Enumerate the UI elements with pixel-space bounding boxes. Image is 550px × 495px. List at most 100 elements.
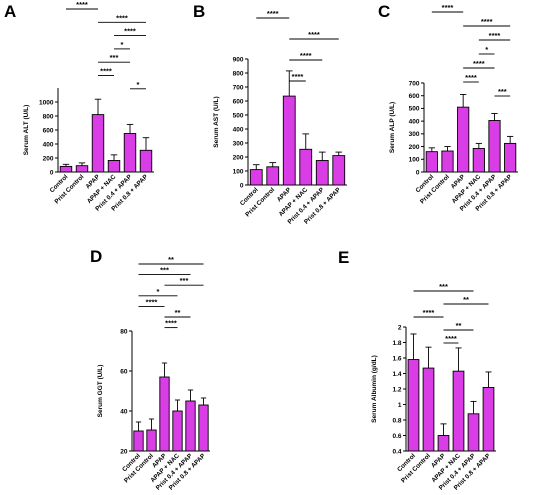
y-tick-label: 2 <box>398 324 402 331</box>
y-axis-title: Serum AST (U/L) <box>213 96 220 147</box>
y-tick-label: 700 <box>409 80 420 87</box>
y-tick-label: 600 <box>233 98 244 105</box>
bar <box>422 367 435 452</box>
bar <box>457 106 470 173</box>
significance-label: **** <box>465 73 477 82</box>
significance-label: **** <box>116 13 128 22</box>
y-tick-label: 100 <box>233 168 244 175</box>
panel-a: A 0 200 400 600 800 1000 Serum ALT (U/L) Contro… <box>0 0 180 245</box>
y-tick-label: 700 <box>233 84 244 91</box>
y-axis-title: Serum ALP (U/L) <box>389 102 396 153</box>
y-tick-label: 500 <box>233 112 244 119</box>
significance-label: **** <box>300 51 312 60</box>
y-tick-label: 1.2 <box>392 386 401 393</box>
significance-label: * <box>157 287 160 296</box>
bar <box>139 149 153 173</box>
bar <box>437 435 450 452</box>
chart-e: 0.4 0.6 0.8 1 1.2 1.4 1.6 1.8 2 Serum Albumin (g/… <box>371 282 496 492</box>
bar <box>425 151 438 173</box>
bar <box>452 370 465 452</box>
bar <box>172 410 183 452</box>
significance-label: **** <box>308 30 320 39</box>
y-tick-label: 1.8 <box>392 340 401 347</box>
y-tick-label: 200 <box>409 144 420 151</box>
significance-label: **** <box>100 67 112 76</box>
y-tick-label: 400 <box>409 118 420 125</box>
y-tick-label: 1.6 <box>392 355 401 362</box>
bar <box>59 165 73 173</box>
panel-c: C 0 100 200 300 400 500 600 700 Serum ALP (U/L) C… <box>370 0 550 245</box>
significance-label: **** <box>124 27 136 36</box>
y-tick-label: 100 <box>409 157 420 164</box>
y-tick-label: 40 <box>120 408 128 415</box>
bar <box>198 404 209 452</box>
bar <box>133 430 144 452</box>
panel-letter-a: A <box>4 2 17 21</box>
significance-label: * <box>485 45 488 54</box>
bar <box>504 142 517 173</box>
y-tick-label: 900 <box>233 56 244 63</box>
significance-label: **** <box>76 0 88 9</box>
significance-label: ** <box>456 321 462 330</box>
bar <box>488 120 501 173</box>
significance-label: ** <box>168 255 174 264</box>
y-tick-label: 60 <box>120 368 128 375</box>
bar <box>159 376 170 452</box>
significance-label: **** <box>473 59 485 68</box>
significance-label: **** <box>423 308 435 317</box>
y-tick-label: 600 <box>409 93 420 100</box>
y-tick-label: 600 <box>43 127 54 134</box>
y-axis-title: Serum Albumin (g/dL) <box>371 355 378 423</box>
y-tick-label: 300 <box>233 140 244 147</box>
y-tick-label: 500 <box>409 106 420 113</box>
panel-letter-e: E <box>338 248 350 267</box>
y-tick-label: 800 <box>43 113 54 120</box>
significance-label: **** <box>445 334 457 343</box>
y-tick-label: 200 <box>43 155 54 162</box>
y-tick-label: 1.4 <box>392 371 401 378</box>
bar <box>75 165 89 173</box>
y-tick-label: 0.6 <box>392 433 401 440</box>
panel-e: E 0.4 0.6 0.8 1 1.2 1.4 1.6 1.8 2 Serum Albumin (… <box>320 245 520 495</box>
significance-label: **** <box>292 72 304 81</box>
bar <box>332 155 346 186</box>
bar <box>107 159 121 173</box>
significance-label: *** <box>180 276 189 285</box>
bar <box>407 359 420 452</box>
panel-b: B 0 100 200 300 400 500 600 700 800 900 Serum AST … <box>185 0 365 245</box>
y-tick-label: 20 <box>120 448 128 455</box>
significance-label: **** <box>442 3 454 12</box>
bar <box>472 148 485 173</box>
bar <box>299 148 313 186</box>
bar <box>146 429 157 452</box>
significance-label: * <box>121 40 124 49</box>
significance-label: *** <box>439 282 448 291</box>
y-tick-label: 0 <box>240 182 244 189</box>
significance-label: *** <box>498 87 507 96</box>
panel-letter-b: B <box>193 2 206 21</box>
y-tick-label: 400 <box>233 126 244 133</box>
y-tick-label: 300 <box>409 131 420 138</box>
bar <box>482 386 495 452</box>
significance-label: *** <box>160 266 169 275</box>
bar <box>467 413 480 452</box>
significance-label: *** <box>110 53 119 62</box>
significance-label: **** <box>267 9 279 18</box>
y-tick-label: 1 <box>398 402 402 409</box>
panel-letter-c: C <box>378 2 391 21</box>
y-tick-label: 1000 <box>39 99 54 106</box>
significance-label: **** <box>165 319 177 328</box>
y-tick-label: 80 <box>120 328 128 335</box>
bar <box>185 400 196 452</box>
bar <box>266 166 280 186</box>
chart-b: 0 100 200 300 400 500 600 700 800 900 Serum AST (U… <box>213 9 347 226</box>
significance-label: **** <box>489 31 501 40</box>
bar <box>91 114 105 173</box>
bar <box>123 133 137 173</box>
y-axis-title: Serum ALT (U/L) <box>23 105 30 156</box>
y-tick-label: 800 <box>233 70 244 77</box>
significance-label: **** <box>146 297 158 306</box>
